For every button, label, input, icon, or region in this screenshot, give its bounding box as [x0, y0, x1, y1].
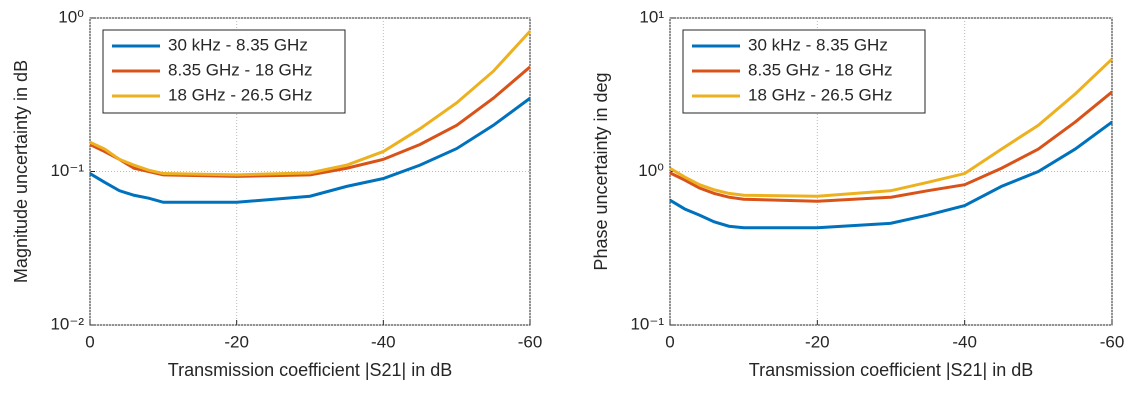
x-tick-label: -40: [952, 332, 977, 351]
y-tick-label: 10⁻²: [50, 314, 84, 333]
x-axis-label: Transmission coefficient |S21| in dB: [749, 360, 1033, 380]
y-tick-label: 10¹: [639, 7, 664, 26]
data-line: [89, 30, 532, 177]
y-tick-label: 10⁰: [58, 7, 84, 26]
legend-label: 8.35 GHz - 18 GHz: [748, 60, 893, 79]
y-axis-label: Phase uncertainty in deg: [591, 72, 611, 270]
legend-label: 30 kHz - 8.35 GHz: [748, 35, 888, 54]
data-line: [89, 97, 531, 204]
x-tick-label: -20: [224, 332, 249, 351]
subplot: 10⁻¹ 10⁰ 10¹ 0 -20 -40 -60 Transmission coeffic…: [591, 7, 1125, 379]
y-axis-label: Magnitude uncertainty in dB: [11, 60, 31, 283]
legend-label: 30 kHz - 8.35 GHz: [168, 35, 308, 54]
subplot: 10⁻² 10⁻¹ 10⁰ 0 -20 -40 -60 Transmission coeffi…: [11, 7, 543, 379]
y-tick-label: 10⁻¹: [630, 314, 664, 333]
x-tick-label: 0: [665, 332, 674, 351]
data-line: [669, 57, 1114, 198]
legend-label: 18 GHz - 26.5 GHz: [168, 85, 313, 104]
data-line: [669, 90, 1113, 203]
x-tick-label: 0: [85, 332, 94, 351]
x-tick-label: -60: [1100, 332, 1125, 351]
x-tick-label: -60: [518, 332, 543, 351]
legend-label: 18 GHz - 26.5 GHz: [748, 85, 893, 104]
x-axis-label: Transmission coefficient |S21| in dB: [168, 360, 452, 380]
legend-label: 8.35 GHz - 18 GHz: [168, 60, 313, 79]
y-tick-label: 10⁻¹: [50, 161, 84, 180]
x-tick-label: -40: [371, 332, 396, 351]
x-tick-label: -20: [805, 332, 830, 351]
legend: 30 kHz - 8.35 GHz 8.35 GHz - 18 GHz 18 GHz…: [102, 29, 346, 114]
legend: 30 kHz - 8.35 GHz 8.35 GHz - 18 GHz 18 GHz…: [682, 29, 926, 114]
data-line: [669, 120, 1113, 230]
y-tick-label: 10⁰: [638, 161, 664, 180]
